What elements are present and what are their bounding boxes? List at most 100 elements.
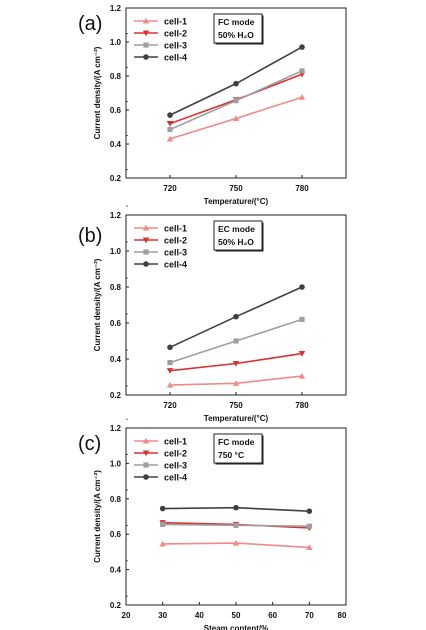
data-point-cell-1	[298, 372, 306, 379]
y-tick-label: 1.2	[110, 424, 122, 433]
x-tick-label: 80	[338, 611, 347, 620]
data-point-cell-2	[166, 368, 174, 374]
legend-label: cell-3	[164, 41, 187, 51]
chart-panel-2: (b) 0.2 0.4 0.6 0.8 1.0 1.2 720 750 780 Temperatur…	[78, 205, 347, 423]
legend-marker	[142, 17, 150, 24]
x-axis-label: Steam content/%	[204, 624, 268, 630]
annotation-line-1: EC mode	[218, 224, 255, 234]
panel-label: (a)	[78, 13, 102, 35]
data-point-cell-2	[298, 351, 306, 357]
legend-label: cell-3	[164, 248, 187, 258]
data-point-cell-4	[299, 284, 305, 290]
y-axis-label: Current density/(A cm⁻²)	[93, 258, 102, 351]
y-tick-label: 0.8	[110, 72, 122, 81]
x-tick-label: 70	[305, 611, 314, 620]
legend-marker	[143, 54, 149, 60]
legend-marker	[143, 249, 149, 255]
x-tick-label: 50	[232, 611, 241, 620]
data-point-cell-4	[159, 505, 166, 512]
y-tick-label: 0.2	[110, 174, 122, 183]
x-tick-label: 40	[195, 611, 204, 620]
data-point-cell-4	[233, 80, 239, 87]
annotation-line-1: FC mode	[218, 437, 255, 447]
data-point-cell-4	[299, 44, 305, 50]
y-tick-label: 1.0	[110, 247, 122, 256]
y-tick-label: 1.2	[110, 4, 122, 13]
y-tick-label: 0.2	[110, 391, 122, 400]
data-point-cell-1	[159, 540, 166, 547]
legend-marker	[142, 237, 150, 244]
y-tick-label: 0.8	[110, 283, 122, 292]
data-point-cell-1	[166, 135, 174, 142]
y-tick-label: 0.4	[110, 355, 122, 364]
x-tick-label: 720	[163, 184, 177, 193]
legend-marker	[143, 261, 149, 267]
annotation-box	[213, 13, 263, 44]
x-tick-label: 20	[122, 611, 131, 620]
annotation-line-1: FC mode	[218, 17, 255, 27]
y-tick-label: 1.0	[110, 459, 122, 468]
annotation-box	[213, 433, 263, 464]
y-tick-label: 1.0	[110, 38, 122, 47]
y-axis-label: Current density/(A cm⁻²)	[93, 470, 102, 563]
x-tick-label: 780	[295, 184, 309, 193]
legend-label: cell-4	[164, 260, 187, 270]
data-point-cell-1	[232, 380, 240, 386]
data-point-cell-4	[233, 313, 239, 320]
legend-marker	[142, 450, 150, 457]
data-point-cell-1	[232, 115, 240, 122]
y-axis-label: Current density/(A cm⁻²)	[93, 46, 102, 139]
y-tick-label: 1.2	[110, 211, 122, 220]
legend-marker	[143, 42, 149, 48]
x-tick-label: 750	[229, 401, 243, 410]
x-tick-label: 720	[163, 401, 177, 410]
data-point-cell-3	[306, 523, 312, 529]
data-point-cell-1	[166, 381, 174, 388]
data-point-cell-4	[167, 112, 173, 118]
data-point-cell-4	[233, 504, 239, 511]
chart-panel-1: (a) 0.2 0.4 0.6 0.8 1.0 1.2 720 750 780 Temperatur…	[78, 4, 347, 206]
data-point-cell-3	[160, 521, 166, 528]
legend-label: cell-2	[164, 29, 187, 39]
data-point-cell-4	[306, 508, 313, 514]
legend-label: cell-2	[164, 449, 187, 459]
data-point-cell-2	[232, 360, 240, 367]
annotation-line-2: 50% H₂O	[218, 237, 254, 247]
chart-panel-3: (c) 0.2 0.4 0.6 0.8 1.0 1.2 20 30 40 50 60 70 80 Steam…	[78, 418, 347, 630]
panel-label: (b)	[78, 225, 102, 247]
data-point-cell-3	[299, 316, 305, 322]
x-axis-label: Temperature/(°C)	[204, 414, 269, 423]
data-point-cell-3	[299, 68, 305, 74]
y-tick-label: 0.4	[110, 140, 122, 149]
legend-marker	[143, 474, 149, 480]
y-tick-label: 0.6	[110, 106, 122, 115]
x-tick-label: 60	[268, 611, 277, 620]
data-point-cell-1	[232, 539, 240, 546]
y-tick-label: 0.6	[110, 319, 122, 328]
data-point-cell-1	[298, 94, 306, 100]
legend-label: cell-1	[164, 224, 187, 234]
data-point-cell-4	[167, 344, 173, 351]
legend-label: cell-1	[164, 17, 187, 27]
data-point-cell-3	[167, 126, 173, 133]
data-point-cell-2	[166, 121, 174, 127]
data-point-cell-3	[233, 338, 239, 344]
y-tick-label: 0.8	[110, 495, 122, 504]
legend-label: cell-4	[164, 53, 187, 63]
legend-label: cell-3	[164, 461, 187, 471]
legend-label: cell-4	[164, 473, 187, 483]
legend-marker	[142, 224, 150, 231]
y-tick-label: 0.6	[110, 530, 122, 539]
panel-label: (c)	[78, 433, 101, 455]
annotation-box	[213, 220, 263, 251]
x-tick-label: 780	[295, 401, 309, 410]
data-point-cell-3	[233, 522, 239, 528]
legend-marker	[142, 437, 150, 444]
annotation-line-2: 750 °C	[218, 450, 244, 460]
data-point-cell-3	[233, 98, 239, 104]
legend-marker	[142, 30, 150, 37]
y-tick-label: 0.2	[110, 601, 122, 610]
legend-label: cell-2	[164, 236, 187, 246]
legend-label: cell-1	[164, 437, 187, 447]
